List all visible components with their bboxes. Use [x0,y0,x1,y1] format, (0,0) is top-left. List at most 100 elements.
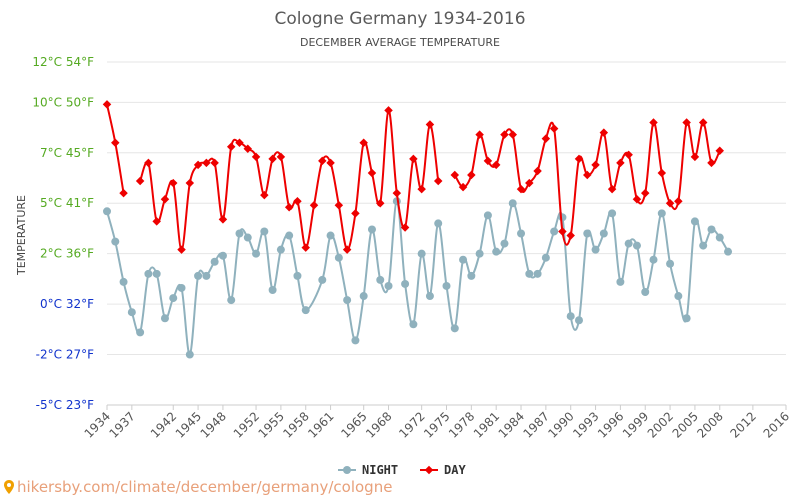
map-pin-icon [4,480,14,494]
day-point [193,160,203,170]
x-tick-label: 1981 [471,409,502,440]
legend: NIGHT DAY [338,463,466,477]
day-point [260,190,269,200]
night-point [442,281,451,290]
day-point [624,150,633,160]
night-point [293,271,302,280]
day-point [674,196,683,206]
night-point [218,251,227,260]
x-tick-label: 1942 [148,409,179,440]
x-tick-label: 2008 [694,409,725,440]
day-point [367,168,377,178]
x-tick-label: 1965 [338,409,369,440]
night-point [268,285,277,294]
day-point [533,166,542,176]
day-point [715,146,724,156]
day-point [558,227,567,236]
series-night [103,197,733,359]
day-point [450,170,460,180]
day-point [301,243,310,252]
day-point [210,158,219,168]
y-tick-label: -5°C 23°F [36,398,94,412]
day-point [235,138,244,147]
night-point [475,249,484,258]
y-axis-label: TEMPERATURE [15,195,28,276]
night-point [334,253,343,262]
day-point [276,152,286,162]
day-point [690,152,700,162]
day-point [707,158,716,168]
legend-day-label[interactable]: DAY [444,463,466,477]
day-point [657,168,667,178]
x-tick-label: 1961 [305,409,336,440]
night-point [492,247,501,256]
night-point [194,271,203,280]
x-tick-label: 1999 [620,409,651,440]
night-point [649,255,658,264]
night-point [500,239,509,248]
x-tick-label: 2005 [670,409,701,440]
day-point [293,196,302,206]
night-point [210,257,219,266]
day-point [284,203,294,212]
night-point [699,241,708,250]
x-tick-label: 1958 [280,409,311,440]
x-tick-label: 2016 [761,409,792,440]
legend-night-marker [343,466,351,474]
day-point [467,170,476,180]
day-point [334,201,344,210]
day-point [458,182,468,192]
day-point [376,198,385,208]
day-point [417,184,426,194]
day-point [616,158,625,168]
night-point [177,283,186,292]
y-tick-label: -2°C 27°F [36,348,94,362]
night-point [525,269,534,278]
day-line [106,104,125,194]
night-point [202,271,211,280]
day-point [152,217,161,226]
night-point [724,247,733,256]
y-tick-label: 7°C 45°F [40,146,94,160]
day-point [218,215,228,224]
x-tick-label: 1972 [396,409,427,440]
footer-link[interactable]: hikersby.com/climate/december/germany/co… [4,478,392,496]
night-point [632,241,641,250]
day-point [135,176,145,186]
night-point [558,213,567,222]
day-point [541,134,551,143]
y-tick-label: 5°C 41°F [40,196,94,210]
x-tick-label: 1955 [256,409,287,440]
night-point [111,237,120,246]
night-point [318,275,327,284]
day-point [483,156,493,166]
night-point [450,324,459,333]
day-point [177,245,186,254]
day-point [508,130,517,139]
day-point [160,194,170,204]
night-point [235,229,244,238]
y-tick-label: 12°C 54°F [32,55,94,69]
night-point [136,328,145,337]
night-point [690,217,699,226]
chart-subtitle: DECEMBER AVERAGE TEMPERATURE [300,36,500,49]
day-point [400,223,410,232]
day-point [583,170,592,180]
x-tick-label: 1948 [198,409,229,440]
x-tick-label: 1952 [231,409,262,440]
night-point [517,229,526,238]
night-point [127,308,136,317]
x-tick-label: 1984 [496,409,527,440]
night-point [674,292,683,301]
legend-night-label[interactable]: NIGHT [362,463,398,477]
day-point [409,154,418,164]
day-point [500,130,509,139]
series-layer [102,100,733,359]
night-point [401,279,410,288]
day-point [144,158,153,168]
day-point [169,178,178,188]
day-point [268,154,277,164]
x-tick-label: 1978 [446,409,477,440]
